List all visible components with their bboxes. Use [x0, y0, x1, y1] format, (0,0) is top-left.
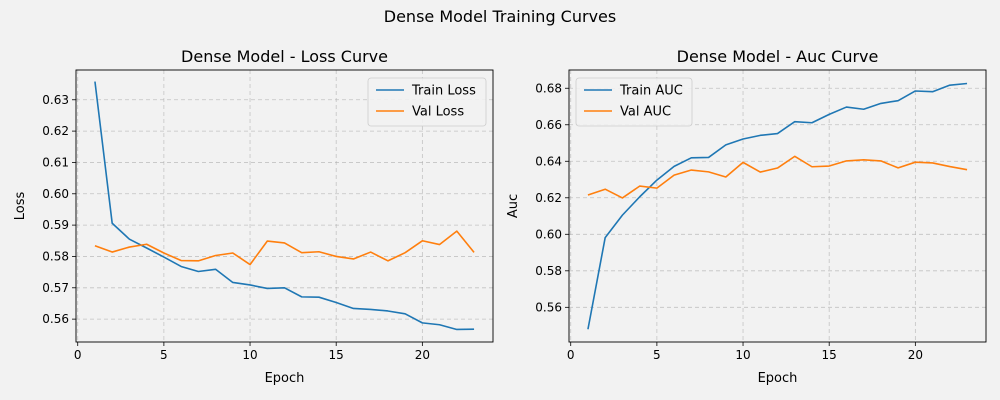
y-tick-label: 0.68 [535, 81, 562, 95]
axes-frame [568, 69, 987, 343]
series-line-train [587, 82, 968, 330]
x-tick-label: 20 [908, 348, 923, 362]
y-tick-label: 0.59 [42, 218, 69, 232]
series-line-val [587, 155, 968, 199]
x-tick-label: 10 [242, 348, 257, 362]
y-axis-label: Loss [13, 192, 28, 221]
loss-chart: 0 5 10 15 20 0.56 0.57 0.58 0.59 0.60 0.61 0.62 0.63… [13, 47, 494, 386]
y-tick-label: 0.56 [535, 300, 562, 314]
y-tick-label: 0.58 [535, 264, 562, 278]
y-tick-label: 0.61 [42, 155, 69, 169]
legend-label: Train Loss [411, 84, 476, 99]
x-tick-label: 15 [329, 348, 344, 362]
y-tick-label: 0.62 [535, 191, 562, 205]
chart-title: Dense Model - Auc Curve [677, 47, 879, 66]
series-line-val [94, 230, 475, 266]
x-axis-label: Epoch [758, 371, 798, 386]
axes-frame [75, 69, 494, 343]
y-tick-label: 0.60 [535, 227, 562, 241]
y-tick-label: 0.64 [535, 154, 562, 168]
x-tick-label: 20 [415, 348, 430, 362]
legend-label: Val AUC [620, 105, 671, 120]
x-tick-label: 15 [822, 348, 837, 362]
y-tick-label: 0.62 [42, 124, 69, 138]
legend-label: Train AUC [619, 84, 683, 99]
y-tick-label: 0.57 [42, 281, 69, 295]
x-tick-label: 0 [567, 348, 575, 362]
series-line-train [94, 81, 475, 331]
chart-title: Dense Model - Loss Curve [181, 47, 388, 66]
x-tick-label: 5 [160, 348, 168, 362]
auc-chart: 0 5 10 15 20 0.56 0.58 0.60 0.62 0.64 0.66 0.68 Dens… [506, 47, 987, 386]
legend: Train Loss Val Loss [367, 77, 487, 127]
y-tick-label: 0.63 [42, 93, 69, 107]
figure-suptitle: Dense Model Training Curves [384, 7, 616, 26]
x-tick-label: 0 [74, 348, 82, 362]
y-tick-label: 0.56 [42, 312, 69, 326]
y-tick-label: 0.60 [42, 187, 69, 201]
x-axis-label: Epoch [265, 371, 305, 386]
y-tick-label: 0.58 [42, 249, 69, 263]
y-tick-label: 0.66 [535, 118, 562, 132]
x-tick-label: 10 [735, 348, 750, 362]
x-tick-label: 5 [653, 348, 661, 362]
legend-label: Val Loss [412, 105, 464, 120]
y-axis-label: Auc [506, 194, 521, 218]
legend: Train AUC Val AUC [575, 77, 693, 127]
